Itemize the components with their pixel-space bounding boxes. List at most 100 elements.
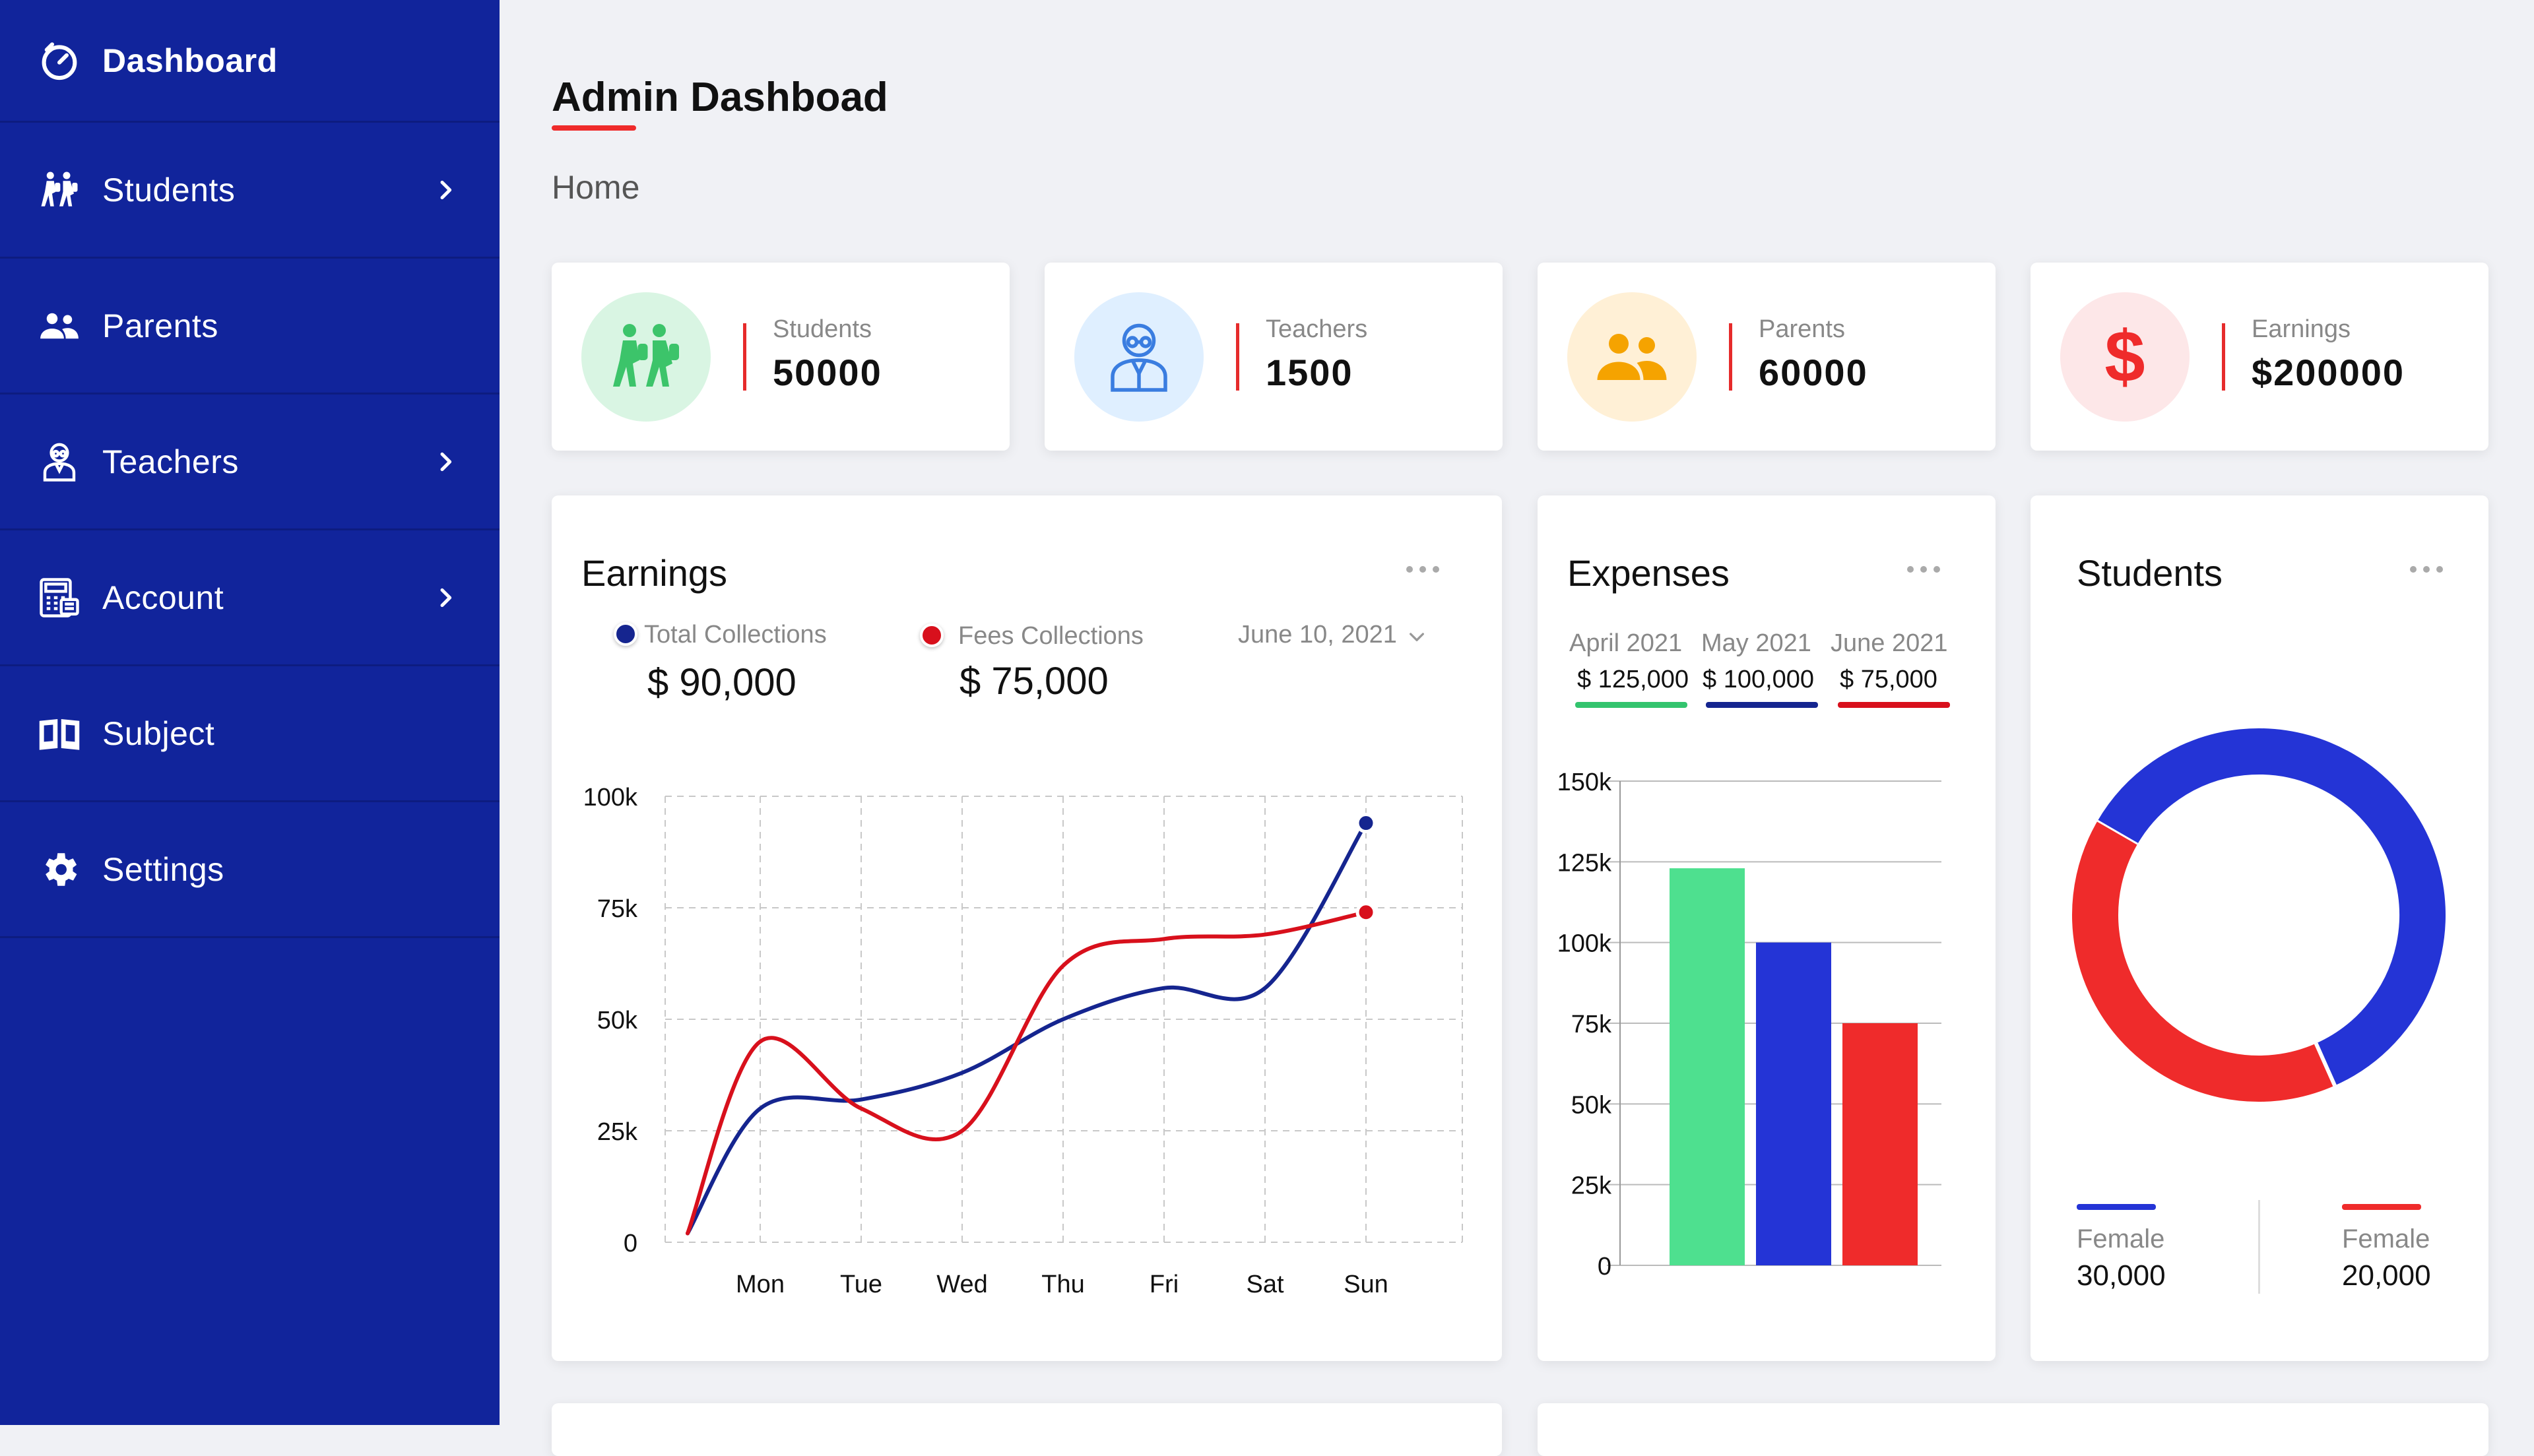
more-options-icon[interactable] xyxy=(1904,561,1943,577)
sidebar-item-parents[interactable]: Parents xyxy=(0,259,500,395)
sidebar-item-label: Parents xyxy=(102,307,218,344)
stat-icon-circle xyxy=(581,292,711,422)
legend-value: 20,000 xyxy=(2342,1259,2431,1292)
stat-label: Parents xyxy=(1759,315,1845,343)
panel-title: Students xyxy=(2077,552,2223,594)
legend-dot-fees xyxy=(920,623,944,647)
sidebar-item-label: Account xyxy=(102,579,224,616)
stat-label: Students xyxy=(773,315,872,343)
sidebar-item-subject[interactable]: Subject xyxy=(0,666,500,802)
y-tick-label: 25k xyxy=(597,1118,638,1146)
stat-icon-circle: $ xyxy=(2060,292,2190,422)
donut-slice-red xyxy=(2072,821,2335,1102)
legend-label: Female xyxy=(2077,1224,2165,1253)
y-tick-label: 125k xyxy=(1557,849,1612,877)
donut-separator xyxy=(2314,1042,2337,1087)
sidebar: Dashboard Students Parents Teachers Acco… xyxy=(0,0,500,1425)
stat-value: 50000 xyxy=(773,352,882,393)
expense-month: June 2021 xyxy=(1831,629,1948,657)
stat-divider xyxy=(1729,323,1732,391)
sidebar-item-students[interactable]: Students xyxy=(0,123,500,259)
chart-grid xyxy=(665,796,1463,1243)
y-tick-label: 150k xyxy=(1557,769,1612,796)
parents-icon xyxy=(1597,334,1667,380)
bar-june-2021 xyxy=(1842,1023,1918,1265)
legend-label-total: Total Collections xyxy=(644,621,827,649)
bottom-card xyxy=(1538,1403,2488,1456)
y-tick-label: 75k xyxy=(1571,1011,1612,1038)
sidebar-item-settings[interactable]: Settings xyxy=(0,802,500,938)
page-title: Admin Dashboad xyxy=(552,75,888,120)
stat-value: 60000 xyxy=(1759,352,1868,393)
x-tick-label: Sun xyxy=(1344,1271,1388,1298)
earnings-panel: Earnings Total Collections $ 90,000 Fees… xyxy=(552,495,1502,1361)
date-select[interactable]: June 10, 2021 xyxy=(1238,621,1424,649)
stat-icon-circle xyxy=(1074,292,1204,422)
panel-title: Earnings xyxy=(581,552,728,594)
more-options-icon[interactable] xyxy=(1403,561,1443,577)
svg-text:$: $ xyxy=(2104,317,2145,396)
x-tick-label: Fri xyxy=(1150,1271,1179,1298)
account-icon xyxy=(38,576,81,619)
y-tick-label: 50k xyxy=(597,1007,638,1034)
expense-month: April 2021 xyxy=(1569,629,1683,657)
series-end-point xyxy=(1355,813,1377,834)
students-donut-chart xyxy=(2072,728,2446,1102)
sidebar-item-account[interactable]: Account xyxy=(0,530,500,666)
expense-color-bar xyxy=(1838,702,1950,708)
expense-color-bar xyxy=(1575,702,1687,708)
teacher-icon xyxy=(1111,323,1167,392)
stat-value: 1500 xyxy=(1266,352,1353,393)
sidebar-item-label: Subject xyxy=(102,714,215,752)
y-tick-label: 100k xyxy=(583,784,638,811)
sidebar-item-label: Teachers xyxy=(102,443,239,480)
teacher-icon xyxy=(38,440,81,484)
more-options-icon[interactable] xyxy=(2407,561,2446,577)
panel-title: Expenses xyxy=(1567,552,1730,594)
dollar-icon: $ xyxy=(2104,317,2145,396)
expense-month: May 2021 xyxy=(1701,629,1811,657)
students-icon xyxy=(613,324,679,387)
legend-dot-total xyxy=(614,622,637,646)
fees-collections-value: $ 75,000 xyxy=(959,660,1109,703)
series-end-point xyxy=(1355,902,1377,923)
students-icon xyxy=(38,168,81,212)
breadcrumb: Home xyxy=(552,169,640,206)
dashboard-icon xyxy=(38,39,81,82)
x-tick-label: Wed xyxy=(936,1271,987,1298)
sidebar-item-dashboard[interactable]: Dashboard xyxy=(0,0,500,123)
x-tick-label: Mon xyxy=(736,1271,785,1298)
legend-line-red xyxy=(2342,1204,2421,1210)
earnings-line-chart: 0 25k 50k 75k 100k Mon Tue Wed Thu Fri Sat Sun xyxy=(583,784,1463,1298)
chevron-right-icon xyxy=(440,588,452,607)
date-select-value: June 10, 2021 xyxy=(1238,621,1397,649)
expense-value: $ 125,000 xyxy=(1577,666,1689,693)
sidebar-item-teachers[interactable]: Teachers xyxy=(0,395,500,530)
expense-value: $ 75,000 xyxy=(1840,666,1937,693)
bottom-card xyxy=(552,1403,1502,1456)
stat-card-earnings[interactable]: $ Earnings $200000 xyxy=(2030,263,2488,451)
legend-value: 30,000 xyxy=(2077,1259,2166,1292)
gear-icon xyxy=(38,848,81,891)
legend-line-blue xyxy=(2077,1204,2156,1210)
y-tick-label: 75k xyxy=(597,895,638,923)
stat-card-students[interactable]: Students 50000 xyxy=(552,263,1010,451)
chevron-right-icon xyxy=(440,180,452,199)
y-tick-label: 100k xyxy=(1557,930,1612,958)
stat-card-parents[interactable]: Parents 60000 xyxy=(1538,263,1996,451)
stat-value: $200000 xyxy=(2252,352,2405,393)
stat-divider xyxy=(2222,323,2225,391)
students-panel: Students Female 30,000 Female 20,000 xyxy=(2030,495,2488,1361)
series-line-total xyxy=(686,821,1368,1236)
stat-icon-circle xyxy=(1567,292,1697,422)
expense-value: $ 100,000 xyxy=(1703,666,1815,693)
stat-divider xyxy=(743,323,746,391)
legend-label: Female xyxy=(2342,1224,2430,1253)
y-tick-label: 50k xyxy=(1571,1091,1612,1119)
legend-divider xyxy=(2258,1200,2260,1294)
parents-icon xyxy=(38,304,81,348)
total-collections-value: $ 90,000 xyxy=(647,661,796,704)
expenses-panel: Expenses April 2021 $ 125,000 May 2021 $… xyxy=(1538,495,1996,1361)
bar-may-2021 xyxy=(1756,942,1831,1265)
stat-card-teachers[interactable]: Teachers 1500 xyxy=(1045,263,1503,451)
